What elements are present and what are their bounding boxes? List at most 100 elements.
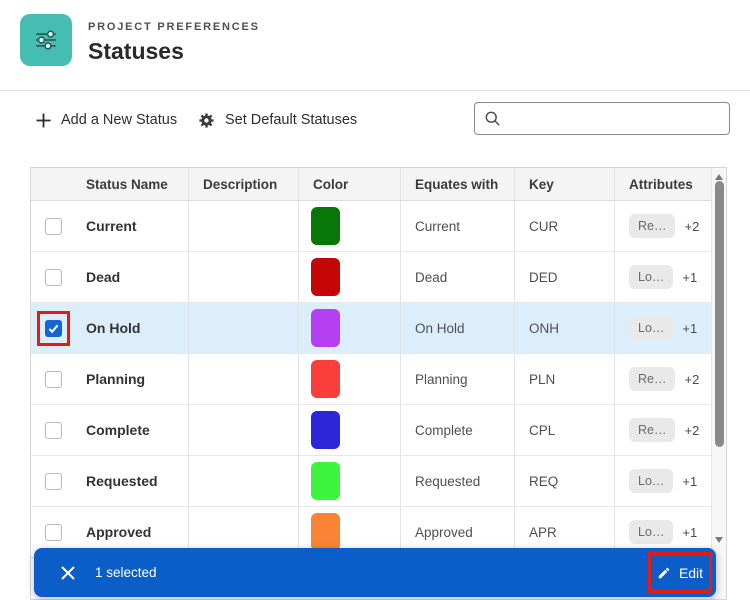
breadcrumb-eyebrow: PROJECT PREFERENCES — [88, 21, 260, 33]
page-title: Statuses — [88, 38, 184, 64]
table-row[interactable]: Current Current CUR Re… +2 — [31, 201, 726, 252]
status-name-label: Complete — [86, 422, 150, 438]
status-name-label: Approved — [86, 524, 152, 540]
description-cell — [189, 201, 299, 251]
attribute-chip[interactable]: Lo… — [629, 469, 674, 493]
color-cell — [299, 405, 401, 455]
key-cell: DED — [515, 252, 615, 302]
status-name-cell: Planning — [31, 354, 189, 404]
color-cell — [299, 252, 401, 302]
attributes-cell: Lo… +1 — [615, 507, 713, 557]
color-swatch[interactable] — [311, 309, 340, 347]
search-box[interactable] — [474, 102, 730, 135]
selected-count-label: 1 selected — [95, 565, 157, 580]
row-checkbox[interactable] — [45, 217, 62, 235]
attribute-chip[interactable]: Lo… — [629, 316, 674, 340]
close-selection-button[interactable] — [60, 565, 76, 581]
attribute-chip[interactable]: Re… — [629, 418, 676, 442]
scroll-down-arrow-icon[interactable] — [715, 537, 723, 543]
key-cell: ONH — [515, 303, 615, 353]
table-row[interactable]: Planning Planning PLN Re… +2 — [31, 354, 726, 405]
attribute-chip[interactable]: Re… — [629, 367, 676, 391]
row-checkbox[interactable] — [45, 319, 62, 337]
attributes-cell: Lo… +1 — [615, 456, 713, 506]
close-icon — [61, 565, 75, 580]
column-header-description[interactable]: Description — [189, 168, 299, 200]
status-name-cell: On Hold — [31, 303, 189, 353]
scroll-up-arrow-icon[interactable] — [715, 174, 723, 180]
row-checkbox[interactable] — [45, 421, 62, 439]
search-icon — [485, 111, 500, 126]
color-swatch[interactable] — [311, 513, 340, 551]
color-swatch[interactable] — [311, 258, 340, 296]
row-checkbox[interactable] — [45, 268, 62, 286]
search-input[interactable] — [508, 111, 720, 126]
column-header-equates-with[interactable]: Equates with — [401, 168, 515, 200]
key-cell: CPL — [515, 405, 615, 455]
attribute-more-count[interactable]: +1 — [682, 524, 698, 540]
attributes-cell: Lo… +1 — [615, 303, 713, 353]
color-cell — [299, 354, 401, 404]
status-name-cell: Approved — [31, 507, 189, 557]
edit-button[interactable]: Edit — [648, 552, 712, 593]
equates-with-cell: Complete — [401, 405, 515, 455]
description-cell — [189, 456, 299, 506]
color-cell — [299, 507, 401, 557]
attribute-more-count[interactable]: +1 — [682, 473, 698, 489]
attribute-more-count[interactable]: +2 — [684, 218, 700, 234]
table-row[interactable]: Dead Dead DED Lo… +1 — [31, 252, 726, 303]
description-cell — [189, 507, 299, 557]
attributes-cell: Re… +2 — [615, 354, 713, 404]
key-cell: CUR — [515, 201, 615, 251]
table-row[interactable]: Complete Complete CPL Re… +2 — [31, 405, 726, 456]
statuses-table: Status Name Description Color Equates wi… — [30, 167, 727, 600]
column-header-status-name[interactable]: Status Name — [31, 168, 189, 200]
plus-icon — [36, 113, 51, 127]
column-header-key[interactable]: Key — [515, 168, 615, 200]
selection-action-bar: 1 selected Edit — [34, 548, 716, 597]
pencil-icon — [658, 567, 670, 578]
status-name-label: Planning — [86, 371, 146, 387]
equates-with-cell: On Hold — [401, 303, 515, 353]
project-preferences-icon — [20, 14, 72, 66]
equates-with-cell: Approved — [401, 507, 515, 557]
add-new-status-button[interactable]: Add a New Status — [36, 108, 177, 132]
status-name-label: Requested — [86, 473, 158, 489]
color-swatch[interactable] — [311, 462, 340, 500]
description-cell — [189, 354, 299, 404]
table-row[interactable]: Requested Requested REQ Lo… +1 — [31, 456, 726, 507]
attribute-chip[interactable]: Re… — [629, 214, 676, 238]
color-swatch[interactable] — [311, 411, 340, 449]
status-name-cell: Requested — [31, 456, 189, 506]
color-swatch[interactable] — [311, 360, 340, 398]
attribute-more-count[interactable]: +1 — [682, 269, 698, 285]
row-checkbox[interactable] — [45, 523, 62, 541]
key-cell: APR — [515, 507, 615, 557]
table-body: Current Current CUR Re… +2 Dead — [31, 201, 726, 558]
row-checkbox[interactable] — [45, 370, 62, 388]
color-cell — [299, 456, 401, 506]
column-header-attributes[interactable]: Attributes — [629, 176, 693, 192]
attribute-more-count[interactable]: +2 — [684, 371, 700, 387]
status-name-label: On Hold — [86, 320, 141, 336]
set-default-statuses-label: Set Default Statuses — [225, 112, 358, 128]
set-default-statuses-button[interactable]: Set Default Statuses — [198, 108, 357, 132]
color-swatch[interactable] — [311, 207, 340, 245]
attribute-chip[interactable]: Lo… — [629, 520, 674, 544]
attribute-more-count[interactable]: +2 — [684, 422, 700, 438]
attributes-cell: Re… +2 — [615, 405, 713, 455]
table-scrollbar[interactable] — [711, 168, 726, 599]
scrollbar-thumb[interactable] — [715, 181, 724, 447]
gear-icon — [199, 112, 214, 128]
status-name-cell: Dead — [31, 252, 189, 302]
attribute-chip[interactable]: Lo… — [629, 265, 674, 289]
table-row[interactable]: On Hold On Hold ONH Lo… +1 — [31, 303, 726, 354]
checkmark-icon — [48, 324, 59, 333]
edit-button-label: Edit — [678, 564, 704, 581]
equates-with-cell: Dead — [401, 252, 515, 302]
row-checkbox[interactable] — [45, 472, 62, 490]
attributes-cell: Lo… +1 — [615, 252, 713, 302]
attribute-more-count[interactable]: +1 — [682, 320, 698, 336]
add-new-status-label: Add a New Status — [61, 112, 178, 128]
column-header-color[interactable]: Color — [299, 168, 401, 200]
